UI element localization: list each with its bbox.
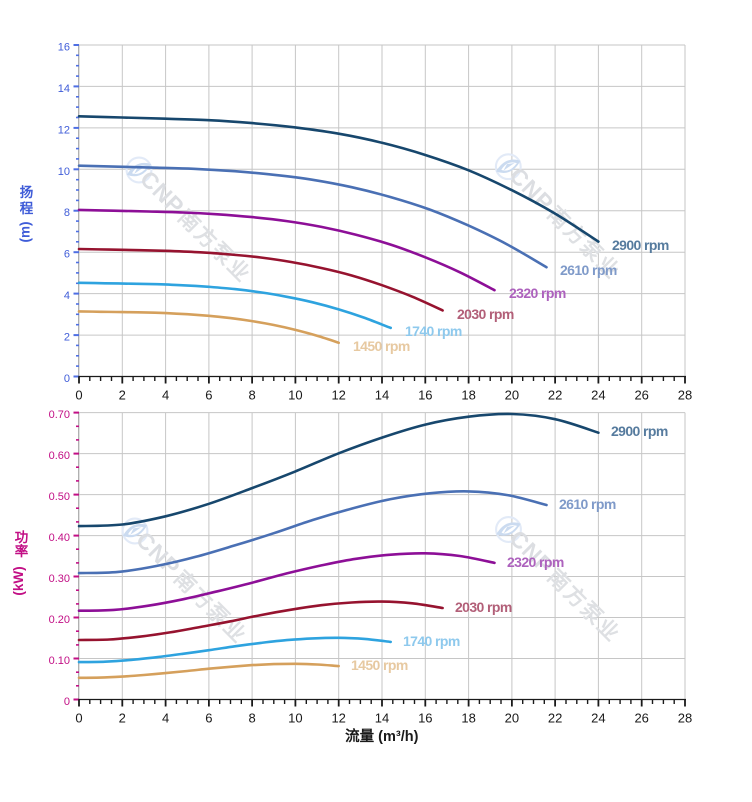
svg-text:14: 14	[58, 83, 70, 95]
svg-text:4: 4	[64, 290, 70, 302]
svg-text:0: 0	[75, 711, 82, 726]
svg-text:26: 26	[634, 388, 648, 403]
svg-text:0.30: 0.30	[49, 573, 70, 585]
svg-text:2320 rpm: 2320 rpm	[509, 285, 566, 301]
svg-text:6: 6	[64, 249, 70, 261]
svg-text:4: 4	[162, 388, 169, 403]
svg-text:2610 rpm: 2610 rpm	[560, 262, 617, 278]
svg-text:0.50: 0.50	[49, 491, 70, 503]
svg-text:(kW): (kW)	[11, 566, 26, 595]
svg-text:18: 18	[461, 711, 475, 726]
svg-text:2: 2	[119, 388, 126, 403]
svg-text:24: 24	[591, 388, 605, 403]
svg-text:6: 6	[205, 711, 212, 726]
svg-text:28: 28	[678, 711, 692, 726]
svg-text:10: 10	[58, 166, 70, 178]
svg-text:2900 rpm: 2900 rpm	[612, 237, 669, 253]
svg-text:26: 26	[634, 711, 648, 726]
svg-text:12: 12	[331, 388, 345, 403]
svg-text:1450 rpm: 1450 rpm	[351, 657, 408, 673]
svg-text:6: 6	[205, 388, 212, 403]
svg-text:14: 14	[375, 388, 389, 403]
svg-text:10: 10	[288, 711, 302, 726]
svg-text:程: 程	[20, 201, 34, 216]
svg-text:1450 rpm: 1450 rpm	[353, 338, 410, 354]
svg-text:22: 22	[548, 388, 562, 403]
svg-text:0: 0	[64, 696, 70, 708]
svg-text:0.40: 0.40	[49, 532, 70, 544]
svg-text:0.10: 0.10	[49, 655, 70, 667]
svg-text:14: 14	[375, 711, 389, 726]
svg-text:16: 16	[58, 42, 70, 54]
svg-text:8: 8	[64, 207, 70, 219]
svg-text:20: 20	[505, 711, 519, 726]
svg-text:0.60: 0.60	[49, 450, 70, 462]
svg-text:1740 rpm: 1740 rpm	[405, 323, 462, 339]
svg-text:率: 率	[15, 543, 29, 559]
svg-text:扬: 扬	[20, 184, 34, 200]
svg-text:0.70: 0.70	[49, 409, 70, 421]
svg-text:1740 rpm: 1740 rpm	[403, 633, 460, 649]
svg-text:(m): (m)	[18, 222, 33, 243]
svg-text:10: 10	[288, 388, 302, 403]
svg-text:16: 16	[418, 711, 432, 726]
svg-text:流量 (m³/h): 流量 (m³/h)	[345, 727, 418, 745]
svg-text:2320 rpm: 2320 rpm	[507, 554, 564, 570]
svg-text:功: 功	[15, 530, 29, 545]
svg-text:28: 28	[678, 388, 692, 403]
svg-text:0.20: 0.20	[49, 614, 70, 626]
svg-text:2030 rpm: 2030 rpm	[457, 306, 514, 322]
svg-text:2: 2	[64, 332, 70, 344]
svg-text:22: 22	[548, 711, 562, 726]
svg-text:16: 16	[418, 388, 432, 403]
svg-text:2: 2	[119, 711, 126, 726]
svg-text:4: 4	[162, 711, 169, 726]
svg-text:18: 18	[461, 388, 475, 403]
svg-text:8: 8	[248, 711, 255, 726]
svg-text:2900 rpm: 2900 rpm	[611, 423, 668, 439]
svg-text:2030 rpm: 2030 rpm	[455, 599, 512, 615]
svg-text:24: 24	[591, 711, 605, 726]
svg-text:0: 0	[75, 388, 82, 403]
svg-text:12: 12	[58, 124, 70, 136]
svg-text:0: 0	[64, 373, 70, 385]
svg-text:20: 20	[505, 388, 519, 403]
svg-text:8: 8	[248, 388, 255, 403]
svg-text:2610 rpm: 2610 rpm	[559, 496, 616, 512]
svg-text:12: 12	[331, 711, 345, 726]
